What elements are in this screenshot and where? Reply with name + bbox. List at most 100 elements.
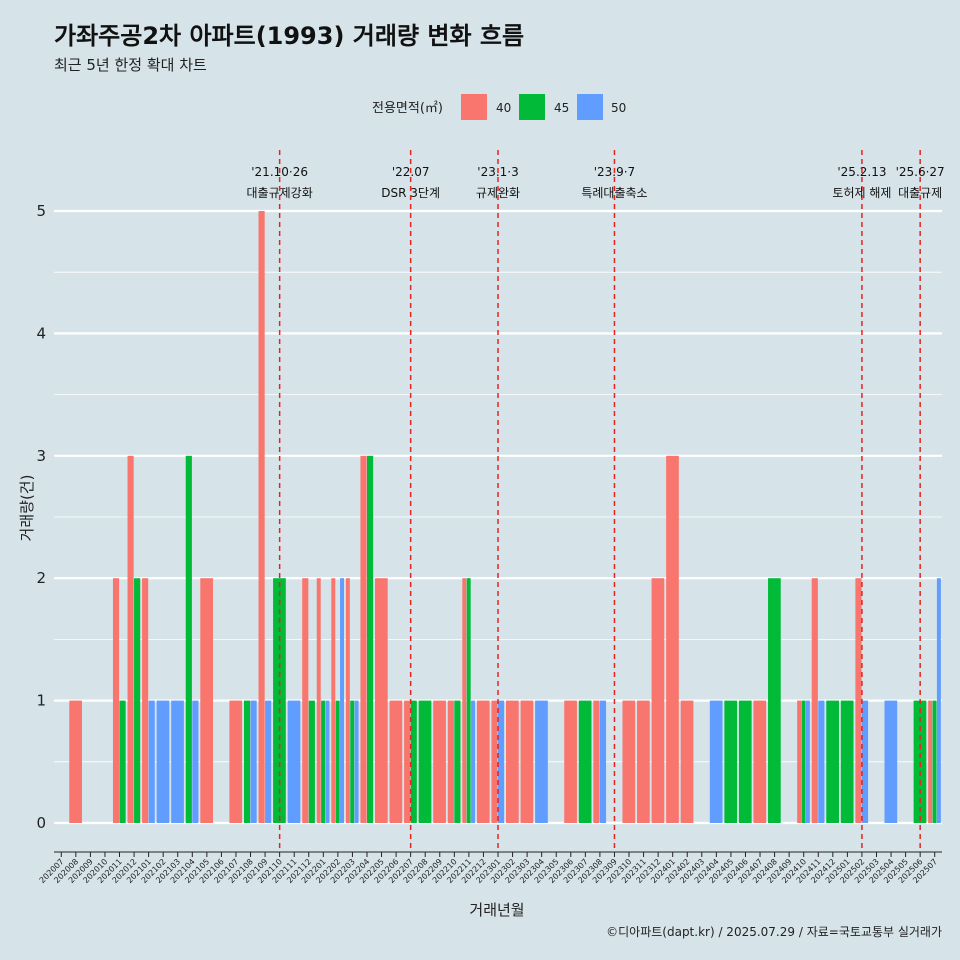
bar-202008-40: [69, 700, 82, 823]
event-label: 규제완화: [476, 186, 520, 200]
bar-202012-45: [134, 578, 141, 823]
event-date: '22.07: [392, 165, 430, 179]
bar-202402-40: [680, 700, 694, 823]
caption: ©디아파트(dapt.kr) / 2025.07.29 / 자료=국토교통부 실…: [606, 925, 942, 939]
bar-202107-40: [229, 700, 243, 823]
bar-202207-45: [410, 700, 417, 823]
y-tick-label: 5: [36, 202, 46, 220]
chart-title: 가좌주공2차 아파트(1993) 거래량 변화 흐름: [54, 22, 524, 50]
legend: 전용면적(㎡) 40 45 50: [372, 94, 626, 120]
bar-202112-40: [302, 578, 309, 823]
bar-202204-40: [360, 455, 367, 823]
bar-202308-50: [599, 700, 607, 823]
event-label: 대출규제: [898, 186, 942, 200]
legend-label-50: 50: [611, 101, 626, 115]
bar-202306-40: [564, 700, 577, 823]
bar-202109-40: [258, 211, 265, 823]
bar-202202-45: [335, 700, 340, 823]
bar-202203-50: [354, 700, 359, 823]
bar-202204-45: [366, 455, 374, 823]
bar-202209-40: [433, 700, 446, 823]
legend-title: 전용면적(㎡): [372, 101, 443, 116]
bar-202112-45: [308, 700, 315, 823]
bar-202202-50: [340, 578, 345, 823]
event-label: 토허제 해제: [832, 186, 891, 200]
bar-202212-40: [476, 700, 490, 823]
bar-202504-50: [884, 700, 898, 823]
bar-202201-40: [316, 578, 321, 823]
bar-202103-50: [171, 700, 184, 823]
bar-202108-50: [250, 700, 257, 823]
bar-202101-40: [142, 578, 149, 823]
event-date: '25.2.13: [837, 165, 886, 179]
y-axis-ticks: 0 1 2 3 4 5: [36, 202, 46, 832]
bar-202507-40: [928, 700, 933, 823]
bar-202407-40: [753, 700, 767, 823]
bar-202202-40: [331, 578, 336, 823]
bar-202105-40: [200, 578, 214, 823]
event-lines: '21.10·26 대출규제강화 '22.07 DSR 3단계 '23.1·3 규제완화 '…: [247, 150, 945, 852]
legend-label-45: 45: [554, 101, 569, 115]
bar-202411-40: [811, 578, 818, 823]
bar-202201-50: [325, 700, 330, 823]
bar-202206-40: [389, 700, 403, 823]
bar-202109-50: [265, 700, 272, 823]
x-axis: 2020072020082020092020102020112020122021…: [38, 851, 942, 885]
event-label: 대출규제강화: [247, 186, 313, 200]
bar-202410-50: [805, 700, 810, 823]
bar-202410-40: [797, 700, 802, 823]
bar-202210-40: [447, 700, 454, 823]
bar-202307-45: [578, 700, 592, 823]
bar-202404-50: [709, 700, 723, 823]
bar-202011-45: [119, 700, 126, 823]
bar-202111-50: [287, 700, 301, 823]
bar-202502-50: [861, 700, 869, 823]
event-date: '25.6·27: [896, 165, 945, 179]
bar-202411-50: [818, 700, 825, 823]
bar-202211-50: [471, 700, 476, 823]
bar-202311-40: [637, 700, 650, 823]
y-tick-label: 0: [36, 814, 46, 832]
bar-202501-45: [840, 700, 854, 823]
bar-202507-50: [936, 578, 941, 823]
bar-202308-40: [593, 700, 600, 823]
bar-202312-40: [651, 578, 665, 823]
event-label: 특례대출축소: [581, 186, 647, 200]
y-tick-label: 2: [36, 569, 46, 587]
bar-202211-40: [462, 578, 467, 823]
bar-202506-45: [913, 700, 927, 823]
y-tick-label: 3: [36, 447, 46, 465]
x-axis-title: 거래년월: [469, 901, 524, 919]
bar-202203-40: [345, 578, 350, 823]
bar-202410-45: [801, 700, 806, 823]
bar-202208-45: [418, 700, 432, 823]
bar-202101-50: [148, 700, 155, 823]
legend-label-40: 40: [496, 101, 511, 115]
bar-202012-40: [127, 455, 134, 823]
event-date: '23.9·7: [594, 165, 635, 179]
bar-202405-45: [724, 700, 738, 823]
bar-202201-45: [321, 700, 326, 823]
bar-202205-40: [374, 578, 388, 823]
bar-202303-40: [520, 700, 534, 823]
bar-202211-45: [466, 578, 471, 823]
y-tick-label: 4: [36, 324, 46, 342]
legend-swatch-50: [577, 94, 603, 120]
bars: [69, 211, 941, 823]
chart-subtitle: 최근 5년 한정 확대 차트: [54, 56, 207, 74]
bar-202302-40: [506, 700, 519, 823]
bar-202301-40: [491, 700, 498, 823]
bar-202104-45: [185, 455, 192, 823]
bar-202011-40: [112, 578, 120, 823]
bar-202412-45: [826, 700, 839, 823]
bar-202502-40: [855, 578, 862, 823]
bar-202203-45: [350, 700, 355, 823]
event-date: '21.10·26: [251, 165, 308, 179]
bar-202304-50: [535, 700, 548, 823]
bar-202408-45: [768, 578, 781, 823]
bar-202104-50: [192, 700, 199, 823]
bar-202210-45: [454, 700, 461, 823]
bar-202310-40: [622, 700, 636, 823]
bar-202507-45: [932, 700, 937, 823]
